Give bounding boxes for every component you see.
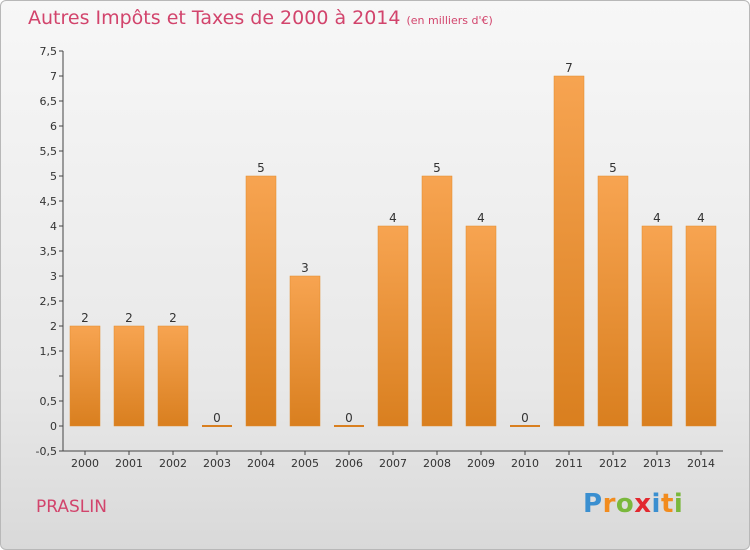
y-tick-label: 0,5 xyxy=(40,395,58,408)
bar-2014 xyxy=(685,225,717,427)
x-tick-label: 2006 xyxy=(335,457,363,470)
x-tick-label: 2004 xyxy=(247,457,275,470)
x-tick-label: 2003 xyxy=(203,457,231,470)
data-label: 4 xyxy=(697,211,705,225)
bars xyxy=(69,75,717,427)
data-label: 4 xyxy=(477,211,485,225)
bar-2011 xyxy=(553,75,585,427)
x-tick-label: 2008 xyxy=(423,457,451,470)
bar-2002 xyxy=(157,325,189,427)
x-tick-label: 2011 xyxy=(555,457,583,470)
data-label: 0 xyxy=(345,411,353,425)
title-unit: (en milliers d'€) xyxy=(406,14,493,27)
bar-2006 xyxy=(334,425,364,427)
bar-2004 xyxy=(245,175,277,427)
y-tick-label: 3 xyxy=(50,270,57,283)
data-label: 0 xyxy=(521,411,529,425)
logo-letter: o xyxy=(615,489,635,519)
logo-letter: i xyxy=(673,489,684,519)
y-tick-label: 1,5 xyxy=(40,345,58,358)
data-label: 3 xyxy=(301,261,309,275)
bar-2008 xyxy=(421,175,453,427)
y-tick-label: 6 xyxy=(50,120,57,133)
logo-letter: i xyxy=(651,489,661,519)
data-label: 5 xyxy=(609,161,617,175)
data-label: 2 xyxy=(125,311,133,325)
x-tick-label: 2000 xyxy=(71,457,99,470)
y-tick-label: 3,5 xyxy=(40,245,58,258)
data-label: 2 xyxy=(81,311,89,325)
bar-2003 xyxy=(202,425,232,427)
bar-2010 xyxy=(510,425,540,427)
bar-2007 xyxy=(377,225,409,427)
data-label: 4 xyxy=(389,211,397,225)
data-label: 2 xyxy=(169,311,177,325)
bar-2005 xyxy=(289,275,321,427)
data-label: 7 xyxy=(565,61,573,75)
data-label: 0 xyxy=(213,411,221,425)
x-tick-label: 2012 xyxy=(599,457,627,470)
bar-2001 xyxy=(113,325,145,427)
logo-letter: t xyxy=(660,489,674,519)
logo-letter: r xyxy=(602,489,616,519)
proxiti-logo: Proxiti xyxy=(583,489,683,519)
y-tick-label: 5 xyxy=(50,170,57,183)
y-tick-label: 0 xyxy=(50,420,57,433)
chart-title: Autres Impôts et Taxes de 2000 à 2014 (en… xyxy=(28,7,493,29)
bar-2013 xyxy=(641,225,673,427)
bar-2012 xyxy=(597,175,629,427)
y-tick-label: 4 xyxy=(50,220,57,233)
axes: -0,5 0 0,5 1,5 2 2,5 3 3,5 4 4,5 5 5,5 6 6,5 7 7,5 xyxy=(36,45,723,458)
bar-2000 xyxy=(69,325,101,427)
y-tick-label: 2 xyxy=(50,320,57,333)
x-tick-label: 2009 xyxy=(467,457,495,470)
y-tick-label: 5,5 xyxy=(40,145,58,158)
data-label: 5 xyxy=(433,161,441,175)
x-tick-label: 2002 xyxy=(159,457,187,470)
x-tick-label: 2007 xyxy=(379,457,407,470)
y-tick-label: 4,5 xyxy=(40,195,58,208)
commune-name: PRASLIN xyxy=(36,497,107,517)
y-tick-label: 7,5 xyxy=(40,45,58,58)
data-label: 5 xyxy=(257,161,265,175)
bar-2009 xyxy=(465,225,497,427)
x-tick-label: 2005 xyxy=(291,457,319,470)
title-main: Autres Impôts et Taxes de 2000 à 2014 xyxy=(28,7,401,29)
x-tick-label: 2013 xyxy=(643,457,671,470)
x-tick-label: 2010 xyxy=(511,457,539,470)
data-label: 4 xyxy=(653,211,661,225)
y-tick-label: 7 xyxy=(50,70,57,83)
logo-letter: P xyxy=(583,489,603,519)
x-tick-label: 2001 xyxy=(115,457,143,470)
y-tick-label: 2,5 xyxy=(40,295,58,308)
y-tick-label: 6,5 xyxy=(40,95,58,108)
y-tick-label: -0,5 xyxy=(36,445,57,458)
labels: 2 2000 2 2001 2 2002 0 2003 5 2004 3 2005 0 2006 4 2007… xyxy=(71,61,715,470)
x-tick-label: 2014 xyxy=(687,457,715,470)
logo-letter: x xyxy=(634,489,652,519)
